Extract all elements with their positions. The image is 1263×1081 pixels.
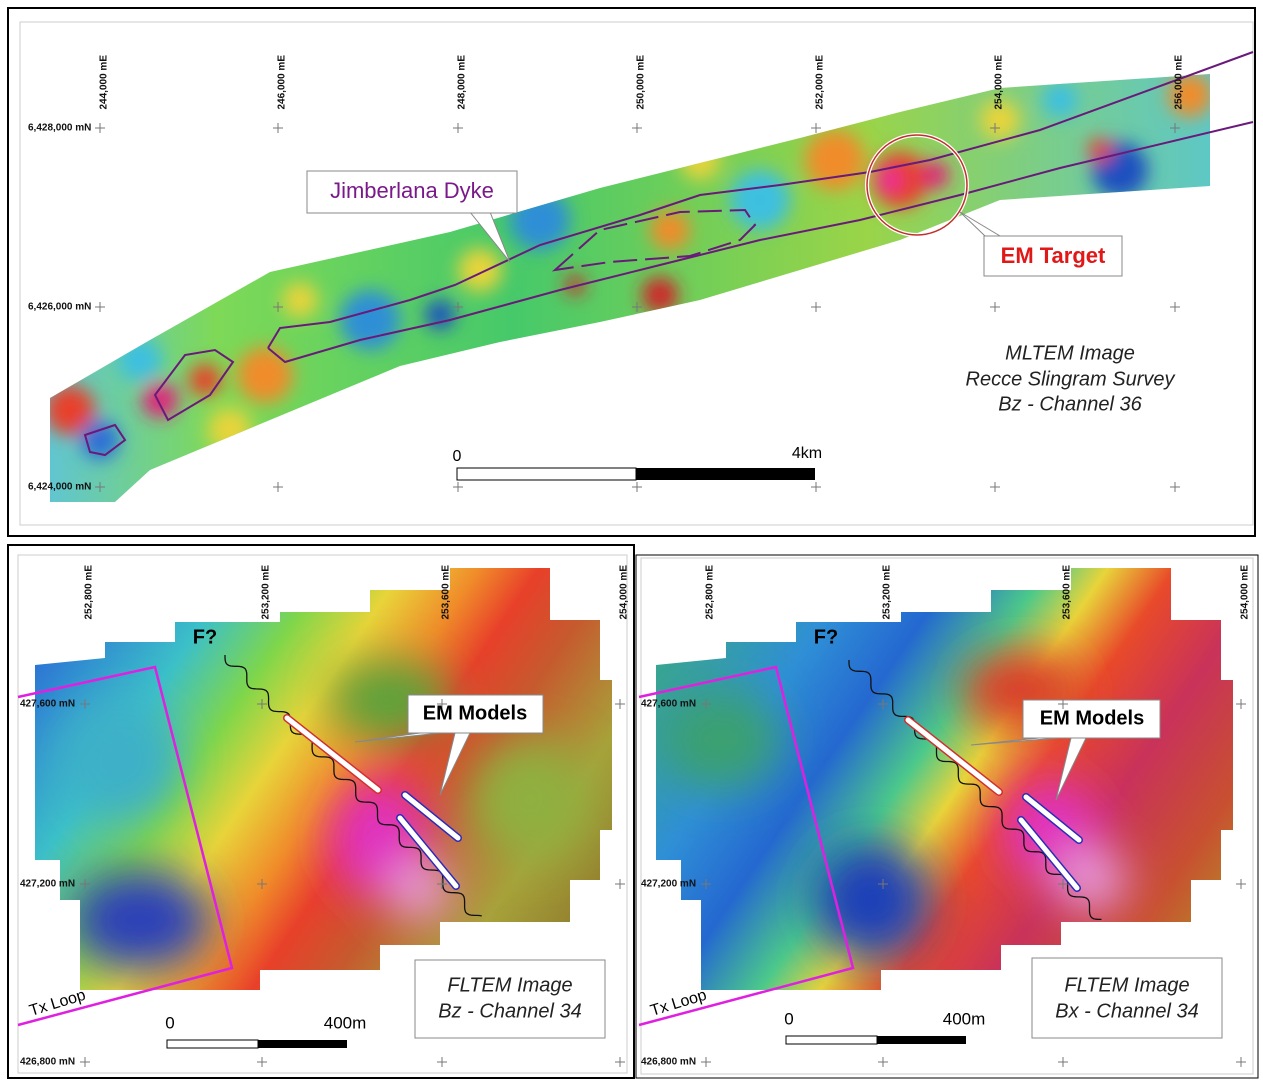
scale-bar: [457, 468, 636, 480]
target-label: EM Target: [1001, 243, 1106, 268]
northing-label: 6,428,000 mN: [28, 123, 91, 134]
easting-label: 254,000 mE: [1240, 565, 1251, 620]
northing-label: 427,600 mN: [20, 699, 75, 710]
northing-label: 426,800 mN: [20, 1057, 75, 1068]
easting-label: 244,000 mE: [99, 55, 110, 110]
scale-label: 0: [784, 1009, 793, 1028]
northing-label: 6,426,000 mN: [28, 302, 91, 313]
northing-label: 427,200 mN: [641, 879, 696, 890]
easting-label: 256,000 mE: [1174, 55, 1185, 110]
bottom-right-panel: 252,800 mE 253,200 mE 253,600 mE 254,000 mE…: [636, 555, 1258, 1078]
easting-label: 253,600 mE: [441, 565, 452, 620]
easting-label: 253,600 mE: [1062, 565, 1073, 620]
scale-label: 400m: [324, 1013, 367, 1032]
caption: Bz - Channel 36: [998, 393, 1142, 415]
models-label: EM Models: [1040, 707, 1144, 729]
dyke-label: Jimberlana Dyke: [330, 178, 494, 203]
fault-label: F?: [814, 626, 838, 648]
caption: Bz - Channel 34: [438, 1000, 581, 1022]
caption: FLTEM Image: [1064, 974, 1189, 996]
figure: Jimberlana Dyke EM Target MLTEM Image Re…: [0, 0, 1263, 1081]
northing-label: 426,800 mN: [641, 1057, 696, 1068]
easting-label: 253,200 mE: [261, 565, 272, 620]
caption: Bx - Channel 34: [1055, 1000, 1198, 1022]
easting-label: 252,800 mE: [705, 565, 716, 620]
northing-label: 427,600 mN: [641, 699, 696, 710]
models-label: EM Models: [423, 702, 527, 724]
scale-label: 400m: [943, 1009, 986, 1028]
easting-label: 248,000 mE: [457, 55, 468, 110]
northing-label: 6,424,000 mN: [28, 482, 91, 493]
bottom-left-panel: 252,800 mE 253,200 mE 253,600 mE 254,000 mE…: [8, 545, 634, 1078]
scale-label: 0: [453, 448, 462, 465]
easting-label: 246,000 mE: [277, 55, 288, 110]
caption: FLTEM Image: [447, 974, 572, 996]
caption: Recce Slingram Survey: [966, 368, 1176, 390]
easting-label: 252,800 mE: [84, 565, 95, 620]
scale-label: 0: [165, 1013, 174, 1032]
easting-label: 253,200 mE: [882, 565, 893, 620]
caption: MLTEM Image: [1005, 342, 1135, 364]
easting-label: 252,000 mE: [815, 55, 826, 110]
easting-label: 250,000 mE: [636, 55, 647, 110]
easting-label: 254,000 mE: [994, 55, 1005, 110]
scale-label: 4km: [792, 445, 822, 462]
fault-label: F?: [193, 626, 217, 648]
northing-label: 427,200 mN: [20, 879, 75, 890]
easting-label: 254,000 mE: [619, 565, 630, 620]
scale-bar: [636, 468, 815, 480]
